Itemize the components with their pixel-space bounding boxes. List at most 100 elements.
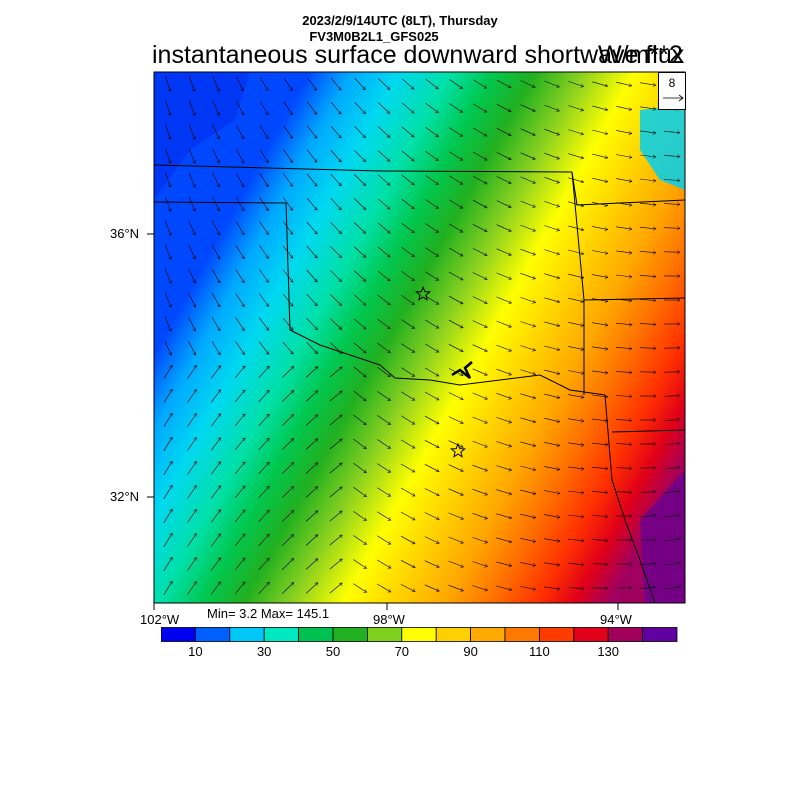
wind-vector — [163, 413, 173, 427]
wind-vector — [424, 367, 439, 376]
colorbar-swatch — [401, 627, 437, 642]
wind-vector — [163, 533, 173, 547]
wind-vector — [283, 197, 292, 211]
wind-vector — [234, 366, 245, 379]
wind-vector — [473, 79, 487, 89]
wind-vector — [544, 369, 560, 374]
wind-vector — [520, 465, 535, 470]
wind-vector — [235, 196, 244, 211]
wind-vector — [354, 198, 365, 209]
wind-vector — [448, 344, 463, 351]
wind-vector — [544, 152, 560, 159]
wind-vector — [448, 536, 464, 543]
wind-vector — [353, 559, 366, 569]
wind-vector — [591, 564, 608, 565]
wind-vector — [639, 587, 656, 588]
colorbar-swatch — [366, 627, 403, 642]
wind-vector — [305, 367, 318, 378]
wind-vector — [353, 270, 366, 282]
wind-vector — [568, 490, 584, 493]
wind-vector — [330, 101, 341, 114]
wind-vector — [330, 125, 341, 138]
station-star-north — [414, 285, 432, 301]
wind-vector — [165, 172, 170, 188]
wind-vector — [235, 341, 245, 354]
state-borders — [154, 164, 685, 603]
colorbar-label: 70 — [394, 644, 410, 659]
wind-vector — [424, 536, 439, 544]
wind-vector — [400, 463, 415, 472]
wind-vector — [377, 391, 391, 400]
wind-vector — [258, 341, 269, 355]
wind-vector — [329, 583, 342, 594]
wind-vector — [353, 342, 366, 353]
wind-vector — [496, 152, 511, 159]
wind-vector — [640, 106, 656, 109]
wind-vector — [424, 440, 439, 447]
wind-vector — [401, 150, 414, 161]
wind-vector — [615, 347, 632, 348]
wind-vector — [591, 516, 608, 517]
wind-vector — [568, 81, 583, 86]
wind-vector — [164, 268, 171, 284]
wind-vector — [188, 220, 196, 236]
wind-vector — [258, 462, 270, 475]
wind-vector — [401, 222, 415, 233]
wind-vector — [400, 487, 415, 496]
wind-vector — [496, 320, 512, 327]
wind-vector — [353, 438, 367, 449]
wind-vector — [305, 415, 318, 426]
wind-vector — [664, 587, 680, 590]
colorbar-label: 50 — [325, 644, 341, 659]
colorbar-swatch — [298, 627, 334, 642]
wind-vector — [401, 271, 415, 280]
wind-vector — [568, 153, 583, 159]
wind-vector — [353, 294, 366, 306]
wind-vector — [592, 250, 608, 254]
wind-vector — [234, 390, 245, 403]
wind-vector — [496, 561, 511, 566]
wind-vector — [210, 366, 221, 379]
wind-vector — [592, 177, 608, 182]
wind-vector — [568, 322, 584, 325]
wind-vector — [400, 439, 415, 449]
wind-vector — [377, 222, 390, 233]
wind-vectors — [163, 76, 680, 595]
wind-vector — [163, 509, 173, 523]
wind-vector — [377, 294, 391, 305]
wind-vector — [187, 365, 197, 379]
wind-vector — [164, 220, 171, 236]
wind-vector — [401, 102, 414, 113]
wind-vector — [592, 370, 608, 373]
wind-vector — [165, 76, 171, 91]
wind-vector — [663, 444, 680, 445]
wind-vector — [329, 367, 342, 378]
wind-vector — [424, 391, 439, 400]
wind-vector — [544, 225, 559, 231]
wind-vector — [377, 511, 391, 521]
wind-vector — [449, 199, 463, 209]
wind-vector — [592, 105, 607, 110]
axis-ticks — [147, 233, 619, 610]
wind-vector — [306, 125, 317, 139]
wind-vector — [330, 77, 341, 90]
wind-vector — [520, 200, 536, 207]
wind-vector — [639, 563, 656, 564]
wind-vector — [448, 440, 464, 448]
wind-vector — [282, 534, 293, 546]
wind-vector — [305, 391, 318, 402]
wind-vector — [425, 247, 438, 257]
wind-vector — [188, 292, 195, 307]
wind-vector — [376, 583, 391, 592]
wind-vector — [639, 324, 656, 325]
wind-vector — [377, 246, 390, 257]
wind-vector — [544, 80, 560, 87]
wind-vector — [234, 486, 245, 499]
wind-vector — [258, 366, 270, 379]
colorbar-swatch — [504, 627, 540, 642]
lon-label-94: 94°W — [600, 612, 632, 627]
wind-vector — [615, 396, 632, 397]
wind-vector — [615, 371, 632, 372]
wind-vector — [282, 293, 293, 306]
wind-vector — [616, 178, 632, 182]
